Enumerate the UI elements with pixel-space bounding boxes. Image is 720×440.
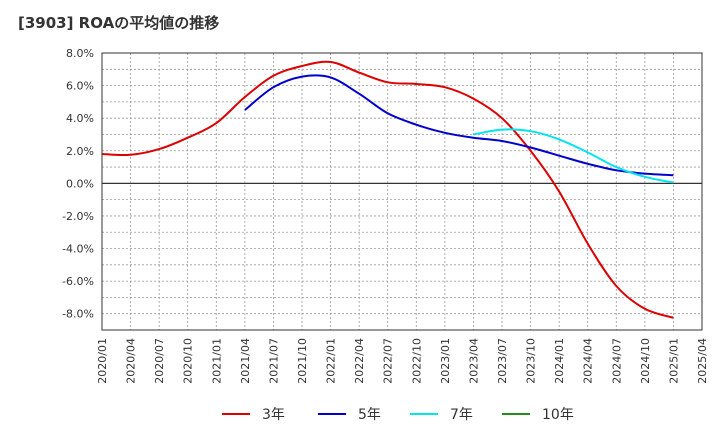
legend-label: 5年 [358,407,381,423]
y-axis-ticks: 8.0% 6.0% 4.0% 2.0% 0.0% -2.0% -4.0% -6.0% -8.0% [62,47,94,321]
x-tick-label: 2020/01 [96,338,109,384]
x-tick-label: 2024/04 [582,338,595,384]
x-tick-label: 2022/04 [353,338,366,384]
series-line-7年 [473,128,674,184]
x-tick-label: 2023/10 [525,338,538,384]
y-tick-label: -8.0% [62,308,94,321]
y-tick-label: 6.0% [66,80,94,93]
legend: 3年 5年 7年 10年 [222,407,574,423]
grid-layer [101,52,703,331]
y-tick-label: 0.0% [66,177,94,190]
chart-title: [3903] ROAの平均値の推移 [18,14,220,32]
y-tick-label: -4.0% [62,243,94,256]
plot-frame [101,52,703,331]
x-tick-label: 2024/10 [639,338,652,384]
x-tick-label: 2021/10 [296,338,309,384]
x-tick-label: 2025/01 [667,338,680,384]
x-axis-ticks: 2020/01 2020/04 2020/07 2020/10 2021/01 2021/… [96,338,709,384]
series-line-5年 [244,74,674,177]
x-tick-label: 2023/04 [467,338,480,384]
series-layer [101,60,674,319]
x-tick-label: 2024/07 [610,338,623,384]
x-tick-label: 2020/10 [182,338,195,384]
y-tick-label: -6.0% [62,275,94,288]
legend-label: 3年 [262,407,285,423]
series-line-3年 [101,60,674,319]
x-tick-label: 2021/07 [267,338,280,384]
x-tick-label: 2025/04 [696,338,709,384]
x-tick-label: 2023/01 [439,338,452,384]
x-tick-label: 2020/04 [125,338,138,384]
x-tick-label: 2023/07 [496,338,509,384]
x-tick-label: 2022/10 [410,338,423,384]
x-tick-label: 2021/04 [239,338,252,384]
y-tick-label: 2.0% [66,145,94,158]
x-tick-label: 2022/01 [325,338,338,384]
x-tick-label: 2021/01 [210,338,223,384]
y-tick-label: 4.0% [66,112,94,125]
x-tick-label: 2022/07 [382,338,395,384]
legend-label: 10年 [542,407,574,423]
x-tick-label: 2024/01 [553,338,566,384]
x-tick-label: 2020/07 [153,338,166,384]
y-tick-label: 8.0% [66,47,94,60]
legend-label: 7年 [450,407,473,423]
y-tick-label: -2.0% [62,210,94,223]
